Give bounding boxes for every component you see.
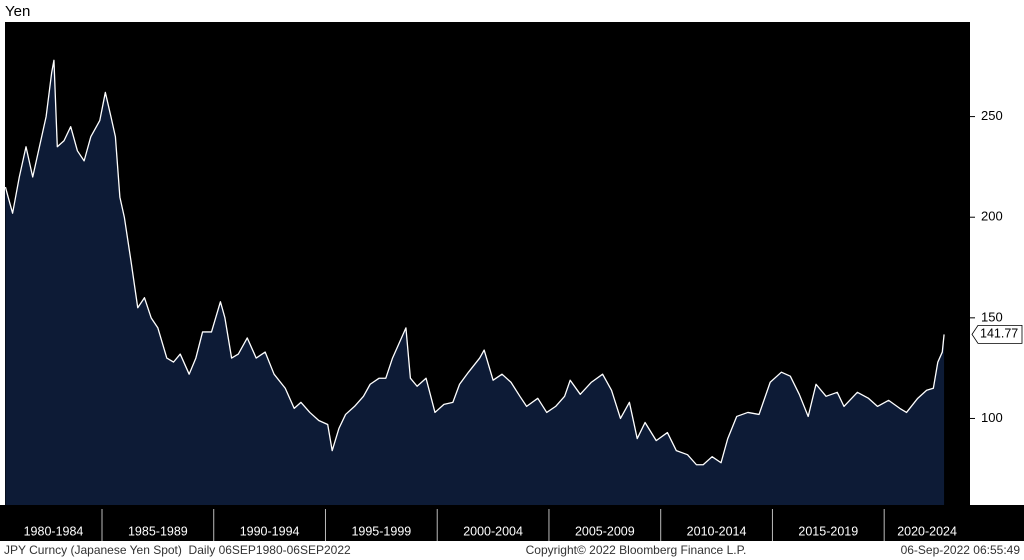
area-fill xyxy=(5,60,945,506)
x-period-label: 1995-1999 xyxy=(351,524,411,538)
footer-right: 06-Sep-2022 06:55:49 xyxy=(901,543,1021,557)
x-period-label: 1980-1984 xyxy=(24,524,84,538)
x-period-label: 1985-1989 xyxy=(128,524,188,538)
x-period-label: 1990-1994 xyxy=(240,524,300,538)
y-tick-label: 200 xyxy=(981,209,1003,224)
y-tick-label: 100 xyxy=(981,410,1003,425)
x-period-label: 2015-2019 xyxy=(798,524,858,538)
last-value-tag xyxy=(971,325,1023,344)
footer-center: Copyright© 2022 Bloomberg Finance L.P. xyxy=(526,543,747,557)
price-line xyxy=(4,59,945,466)
x-axis-band xyxy=(0,505,1024,541)
footer-left: JPY Curncy (Japanese Yen Spot) Daily 06S… xyxy=(4,543,351,557)
y-tick-label: 150 xyxy=(981,309,1003,324)
x-period-label: 2000-2004 xyxy=(463,524,523,538)
y-tick-label: 250 xyxy=(981,108,1003,123)
y-axis-label: Yen xyxy=(5,3,30,20)
x-period-label: 2010-2014 xyxy=(687,524,747,538)
x-period-label: 2005-2009 xyxy=(575,524,635,538)
last-value-label: 141.77 xyxy=(980,327,1018,341)
x-period-label: 2020-2024 xyxy=(897,524,957,538)
